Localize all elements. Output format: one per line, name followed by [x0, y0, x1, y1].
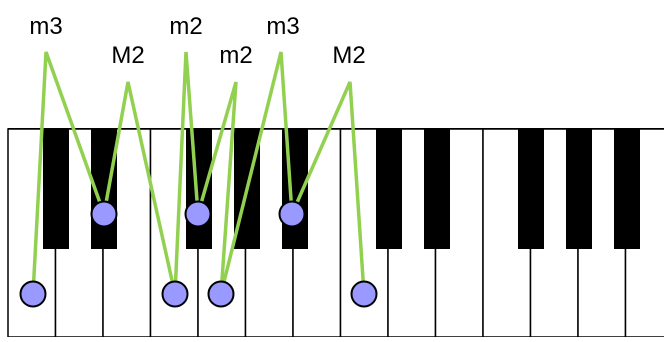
- black-key: [186, 129, 212, 249]
- note-marker: [92, 202, 117, 227]
- interval-label-m2-first: m2: [169, 13, 202, 40]
- black-key: [518, 129, 544, 249]
- note-marker: [352, 282, 377, 307]
- interval-label-m2-second: m2: [219, 42, 252, 69]
- note-marker: [280, 202, 305, 227]
- interval-label-m3-second: m3: [266, 13, 299, 40]
- note-marker: [209, 282, 234, 307]
- black-key: [424, 129, 450, 249]
- interval-label-m3-first: m3: [29, 13, 62, 40]
- black-key: [614, 129, 640, 249]
- note-marker: [186, 202, 211, 227]
- interval-label-M2-second: M2: [332, 42, 365, 69]
- black-key: [43, 129, 69, 249]
- interval-label-M2-first: M2: [111, 42, 144, 69]
- note-marker: [21, 282, 46, 307]
- black-key: [376, 129, 402, 249]
- note-marker: [163, 282, 188, 307]
- black-key: [566, 129, 592, 249]
- interval-labels: m3 M2 m2 m2 m3 M2: [29, 13, 365, 69]
